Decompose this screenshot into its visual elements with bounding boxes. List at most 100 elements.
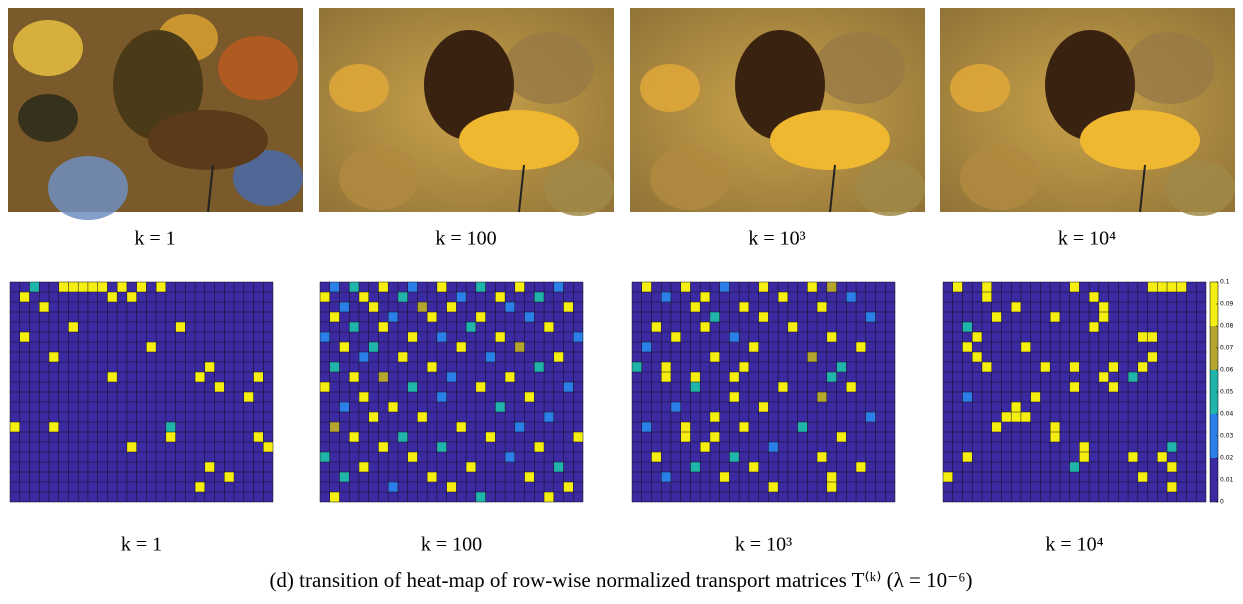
heatmap-cell — [408, 282, 418, 292]
heatmap-cell — [349, 282, 359, 292]
heatmap-cell — [1011, 412, 1021, 422]
heatmap-cell — [398, 432, 408, 442]
heatmap-cell — [739, 362, 749, 372]
heatmap-cell — [127, 292, 137, 302]
heatmap-cell — [495, 292, 505, 302]
heatmap-cell — [1099, 312, 1109, 322]
heatmap-cell — [1001, 412, 1011, 422]
heatmap-cell — [690, 302, 700, 312]
heatmap-cell — [1089, 292, 1099, 302]
blob — [339, 146, 419, 210]
heatmap-cell — [729, 452, 739, 462]
heatmap-cell — [1167, 442, 1177, 452]
photo — [8, 8, 303, 220]
heatmap-cell — [700, 442, 710, 452]
heatmap-cell — [1021, 342, 1031, 352]
heatmap-cell — [98, 282, 108, 292]
heatmap-cell — [486, 352, 496, 362]
heatmap-cell — [107, 372, 117, 382]
heatmap-cell — [1148, 332, 1158, 342]
heatmap-cell — [515, 422, 525, 432]
heatmap-cell — [476, 312, 486, 322]
heatmap-cell — [205, 362, 215, 372]
heatmap-cell — [544, 412, 554, 422]
heatmap-cell — [962, 322, 972, 332]
heatmap-cell — [320, 292, 330, 302]
heatmap-cell — [263, 442, 273, 452]
colorbar-label: 0.1 — [1220, 279, 1230, 286]
heatmap-label: k = 100 — [421, 534, 482, 556]
colorbar-label: 0.04 — [1220, 411, 1234, 418]
heatmap-cell — [1157, 452, 1167, 462]
heatmap-cell — [39, 302, 49, 312]
heatmap — [943, 282, 1206, 502]
heatmap-cell — [339, 342, 349, 352]
heatmap-cell — [29, 282, 39, 292]
heatmap-cell — [1167, 462, 1177, 472]
heatmap-cell — [156, 282, 166, 292]
photo-label: k = 100 — [435, 228, 496, 250]
colorbar-label: 0.01 — [1220, 477, 1234, 484]
heatmap-cell — [564, 382, 574, 392]
heatmap-cell — [1109, 382, 1119, 392]
heatmap-cell — [339, 472, 349, 482]
heatmap-cell — [827, 472, 837, 482]
heatmap-cell — [1167, 282, 1177, 292]
heatmap-cell — [20, 332, 30, 342]
heatmap-cell — [943, 472, 953, 482]
heatmap-cell — [349, 372, 359, 382]
photo-label: k = 1 — [134, 228, 175, 250]
heatmap-cell — [856, 462, 866, 472]
heatmap-cell — [661, 372, 671, 382]
photo — [319, 8, 614, 216]
heatmap-cell — [534, 362, 544, 372]
heatmap-cell — [827, 482, 837, 492]
heatmap-cell — [700, 322, 710, 332]
heatmap-cell — [788, 322, 798, 332]
heatmap-cell — [690, 462, 700, 472]
heatmap-cell — [1079, 452, 1089, 462]
blob — [1125, 32, 1215, 104]
heatmap-cell — [729, 392, 739, 402]
heatmap-cell — [339, 402, 349, 412]
heatmap-cell — [661, 472, 671, 482]
blob — [329, 64, 389, 112]
heatmap-cell — [1148, 352, 1158, 362]
heatmap-cell — [349, 432, 359, 442]
heatmap-cell — [982, 282, 992, 292]
heatmap-cell — [866, 412, 876, 422]
heatmap — [632, 282, 895, 502]
blob — [650, 146, 730, 210]
heatmap-cell — [690, 372, 700, 382]
heatmap-cell — [749, 462, 759, 472]
heatmap-cell — [466, 462, 476, 472]
heatmap-cell — [378, 282, 388, 292]
heatmap-cell — [359, 292, 369, 302]
heatmap-cell — [972, 332, 982, 342]
heatmap-cell — [1079, 442, 1089, 452]
colorbar-label: 0.06 — [1220, 367, 1234, 374]
heatmap-cell — [359, 462, 369, 472]
heatmap-cell — [661, 292, 671, 302]
heatmap-cell — [505, 452, 515, 462]
heatmap-cell — [544, 322, 554, 332]
heatmap-cell — [1070, 462, 1080, 472]
heatmap-cell — [427, 312, 437, 322]
heatmap-cell — [215, 382, 225, 392]
figure: k = 1k = 100k = 10³k = 10⁴k = 1k = 100k … — [0, 0, 1243, 604]
blob — [13, 20, 83, 76]
heatmap-cell — [320, 332, 330, 342]
heatmap-cell — [417, 412, 427, 422]
colorbar-label: 0.03 — [1220, 433, 1234, 440]
heatmap-cell — [671, 402, 681, 412]
photo-label: k = 10³ — [748, 228, 805, 250]
heatmap-cell — [88, 282, 98, 292]
heatmap-cell — [1148, 282, 1158, 292]
heatmap-cell — [369, 302, 379, 312]
heatmap-cell — [681, 282, 691, 292]
photo-label: k = 10⁴ — [1058, 228, 1116, 250]
heatmap-cell — [1050, 422, 1060, 432]
heatmap-cell — [388, 402, 398, 412]
heatmap-cell — [447, 372, 457, 382]
heatmap-cell — [671, 332, 681, 342]
